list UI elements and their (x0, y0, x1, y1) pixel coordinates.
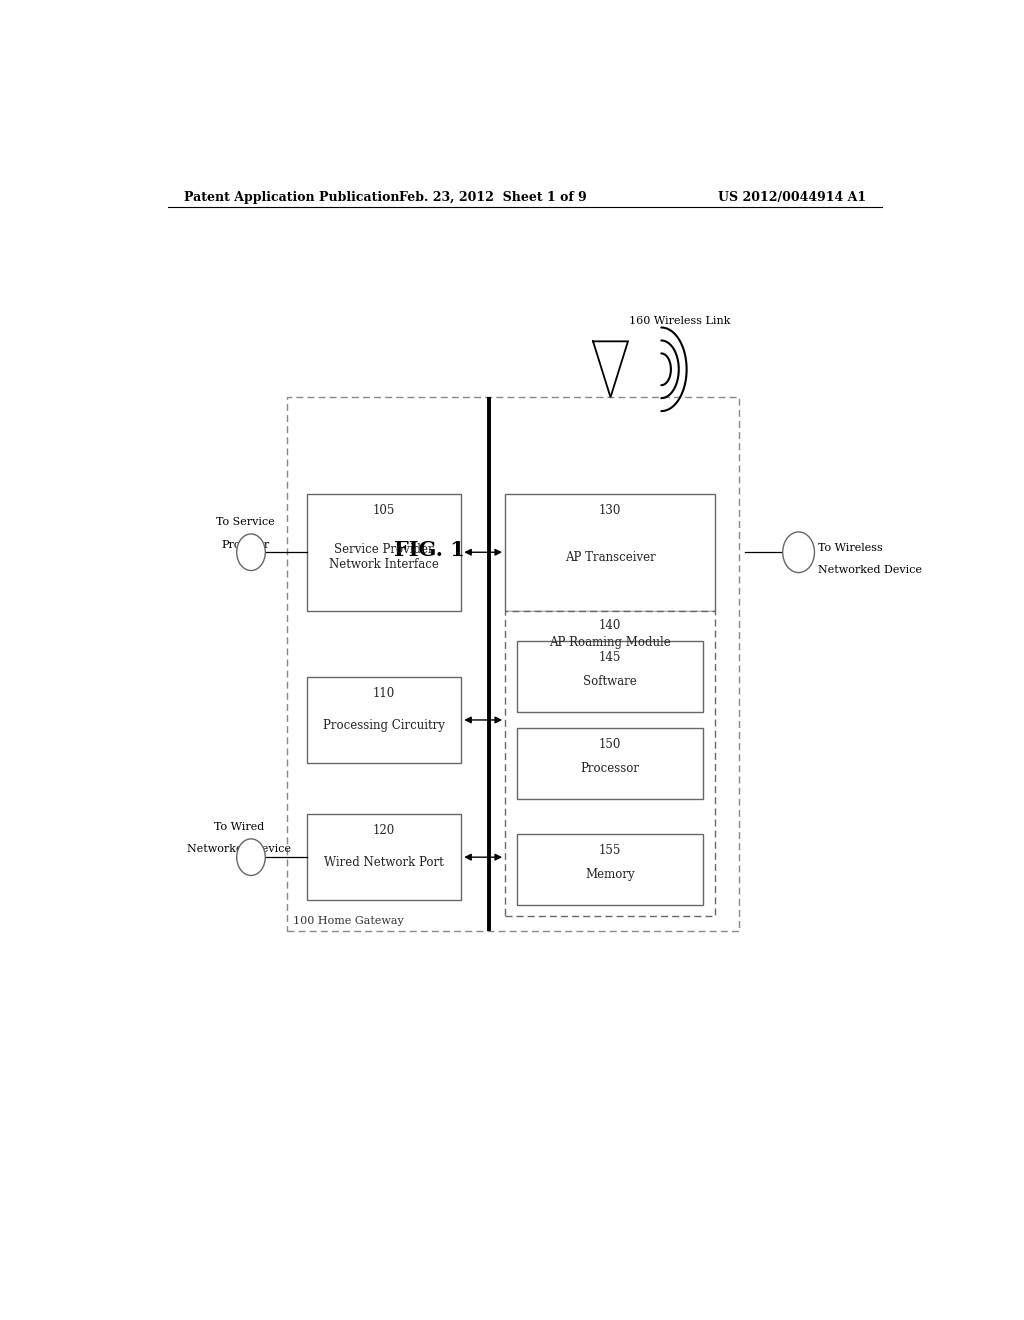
Bar (517, 727, 703, 799)
Bar (517, 834, 703, 906)
Text: Processing Circuitry: Processing Circuitry (323, 718, 444, 731)
Text: Networked Device: Networked Device (818, 565, 923, 576)
Text: Feb. 23, 2012  Sheet 1 of 9: Feb. 23, 2012 Sheet 1 of 9 (399, 190, 587, 203)
Circle shape (237, 535, 265, 570)
Bar (287, 397, 739, 931)
Bar (517, 642, 703, 713)
Circle shape (782, 532, 814, 573)
Text: 105: 105 (373, 504, 395, 517)
Text: 140: 140 (599, 619, 622, 632)
Text: 160 Wireless Link: 160 Wireless Link (629, 315, 730, 326)
Text: 100 Home Gateway: 100 Home Gateway (293, 916, 403, 925)
Text: 145: 145 (599, 651, 622, 664)
Text: 110: 110 (373, 686, 395, 700)
Bar (505, 494, 715, 611)
Text: Service Provider
Network Interface: Service Provider Network Interface (329, 544, 439, 572)
Text: 120: 120 (373, 824, 395, 837)
Bar (306, 814, 461, 900)
Text: US 2012/0044914 A1: US 2012/0044914 A1 (718, 190, 866, 203)
Text: To Wireless: To Wireless (818, 543, 883, 553)
Text: 150: 150 (599, 738, 622, 751)
Text: Provider: Provider (221, 540, 269, 549)
Bar (505, 611, 715, 916)
Text: FIG. 1: FIG. 1 (394, 540, 465, 560)
Text: Patent Application Publication: Patent Application Publication (183, 190, 399, 203)
Bar (306, 677, 461, 763)
Text: Networked Device: Networked Device (187, 845, 291, 854)
Text: To Service: To Service (216, 517, 274, 528)
Text: AP Roaming Module: AP Roaming Module (549, 636, 671, 649)
Text: Software: Software (584, 676, 637, 688)
Text: 130: 130 (599, 504, 622, 517)
Text: AP Transceiver: AP Transceiver (565, 550, 655, 564)
Text: 155: 155 (599, 845, 622, 858)
Bar (306, 494, 461, 611)
Text: Wired Network Port: Wired Network Port (324, 855, 443, 869)
Text: Processor: Processor (581, 762, 640, 775)
Text: Memory: Memory (586, 869, 635, 882)
Text: To Wired: To Wired (214, 822, 264, 833)
Circle shape (237, 840, 265, 875)
